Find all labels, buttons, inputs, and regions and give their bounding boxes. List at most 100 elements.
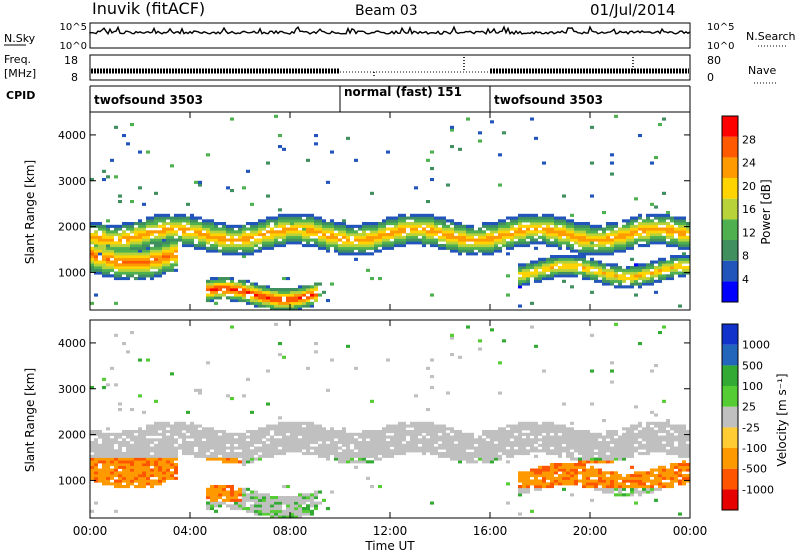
velocity-cell	[398, 430, 402, 434]
velocity-cell	[298, 424, 302, 428]
colorbar-tick-label: 24	[742, 157, 756, 170]
velocity-cell	[198, 443, 202, 447]
power-cell	[330, 227, 334, 231]
power-cell	[666, 277, 670, 281]
velocity-cell	[270, 498, 274, 502]
power-cell	[314, 293, 318, 297]
velocity-cell	[122, 438, 126, 442]
velocity-cell	[382, 427, 386, 431]
beam-title: Beam 03	[355, 3, 418, 19]
power-cell	[550, 268, 554, 272]
velocity-cell	[674, 427, 678, 431]
velocity-cell	[302, 498, 306, 502]
power-cell	[630, 285, 634, 289]
velocity-cell	[346, 457, 350, 461]
power-cell	[262, 301, 266, 305]
power-cell	[366, 246, 370, 250]
velocity-cell	[266, 493, 270, 497]
power-cell	[226, 290, 230, 294]
velocity-cell	[210, 452, 214, 456]
power-cell	[242, 235, 246, 239]
power-cell	[546, 216, 550, 220]
power-cell	[506, 227, 510, 231]
velocity-cell	[550, 474, 554, 478]
power-cell	[614, 224, 618, 228]
velocity-cell	[290, 430, 294, 434]
power-cell	[202, 241, 206, 245]
velocity-cell	[458, 435, 462, 439]
velocity-cell	[166, 460, 170, 464]
power-cell	[266, 288, 270, 292]
velocity-cell	[146, 432, 150, 436]
power-cell	[378, 277, 382, 281]
power-cell	[246, 238, 250, 242]
power-cell	[618, 244, 622, 248]
velocity-cell	[166, 471, 170, 475]
velocity-cell	[154, 438, 158, 442]
power-cell	[346, 252, 350, 256]
velocity-cell	[146, 471, 150, 475]
velocity-cell	[534, 482, 538, 486]
power-cell	[266, 301, 270, 305]
power-cell	[262, 241, 266, 245]
power-cell	[306, 230, 310, 234]
velocity-cell	[118, 482, 122, 486]
velocity-cell	[254, 441, 258, 445]
power-cell	[386, 227, 390, 231]
velocity-cell	[122, 443, 126, 447]
power-cell	[322, 224, 326, 228]
power-cell	[546, 227, 550, 231]
power-cell	[162, 271, 166, 275]
power-cell	[594, 274, 598, 278]
power-cell	[126, 222, 130, 226]
velocity-cell	[670, 479, 674, 483]
velocity-cell	[278, 498, 282, 502]
power-cell	[142, 241, 146, 245]
power-cell	[662, 266, 666, 270]
velocity-cell	[422, 421, 426, 425]
velocity-cell	[370, 446, 374, 450]
velocity-cell	[374, 443, 378, 447]
velocity-cell	[362, 449, 366, 453]
velocity-cell	[210, 490, 214, 494]
power-cell	[390, 246, 394, 250]
power-cell	[598, 241, 602, 245]
velocity-cell	[490, 454, 494, 458]
power-cell	[222, 233, 226, 237]
power-cell	[210, 249, 214, 253]
power-cell	[670, 255, 674, 259]
power-cell	[106, 244, 110, 248]
power-cell	[278, 290, 282, 294]
power-cell	[290, 296, 294, 300]
velocity-cell	[678, 435, 682, 439]
velocity-cell	[170, 457, 174, 461]
power-cell	[98, 224, 102, 228]
power-cell	[354, 158, 358, 162]
colorbar-segment	[722, 468, 738, 490]
velocity-cell	[170, 476, 174, 480]
velocity-cell	[290, 446, 294, 450]
power-cell	[262, 296, 266, 300]
power-cell	[490, 252, 494, 256]
power-cell	[430, 241, 434, 245]
power-cell	[278, 307, 282, 311]
power-cell	[286, 238, 290, 242]
velocity-cell	[554, 443, 558, 447]
power-cell	[482, 244, 486, 248]
power-cell	[154, 246, 158, 250]
velocity-cell	[586, 441, 590, 445]
power-cell	[266, 216, 270, 220]
power-cell	[322, 238, 326, 242]
velocity-cell	[454, 457, 458, 461]
power-cell	[282, 216, 286, 220]
power-cell	[250, 230, 254, 234]
power-cell	[174, 244, 178, 248]
velocity-cell	[302, 452, 306, 456]
velocity-cell	[354, 460, 358, 464]
power-cell	[466, 224, 470, 228]
velocity-cell	[330, 430, 334, 434]
power-cell	[450, 227, 454, 231]
power-cell	[190, 244, 194, 248]
velocity-cell	[386, 446, 390, 450]
power-cell	[550, 277, 554, 281]
